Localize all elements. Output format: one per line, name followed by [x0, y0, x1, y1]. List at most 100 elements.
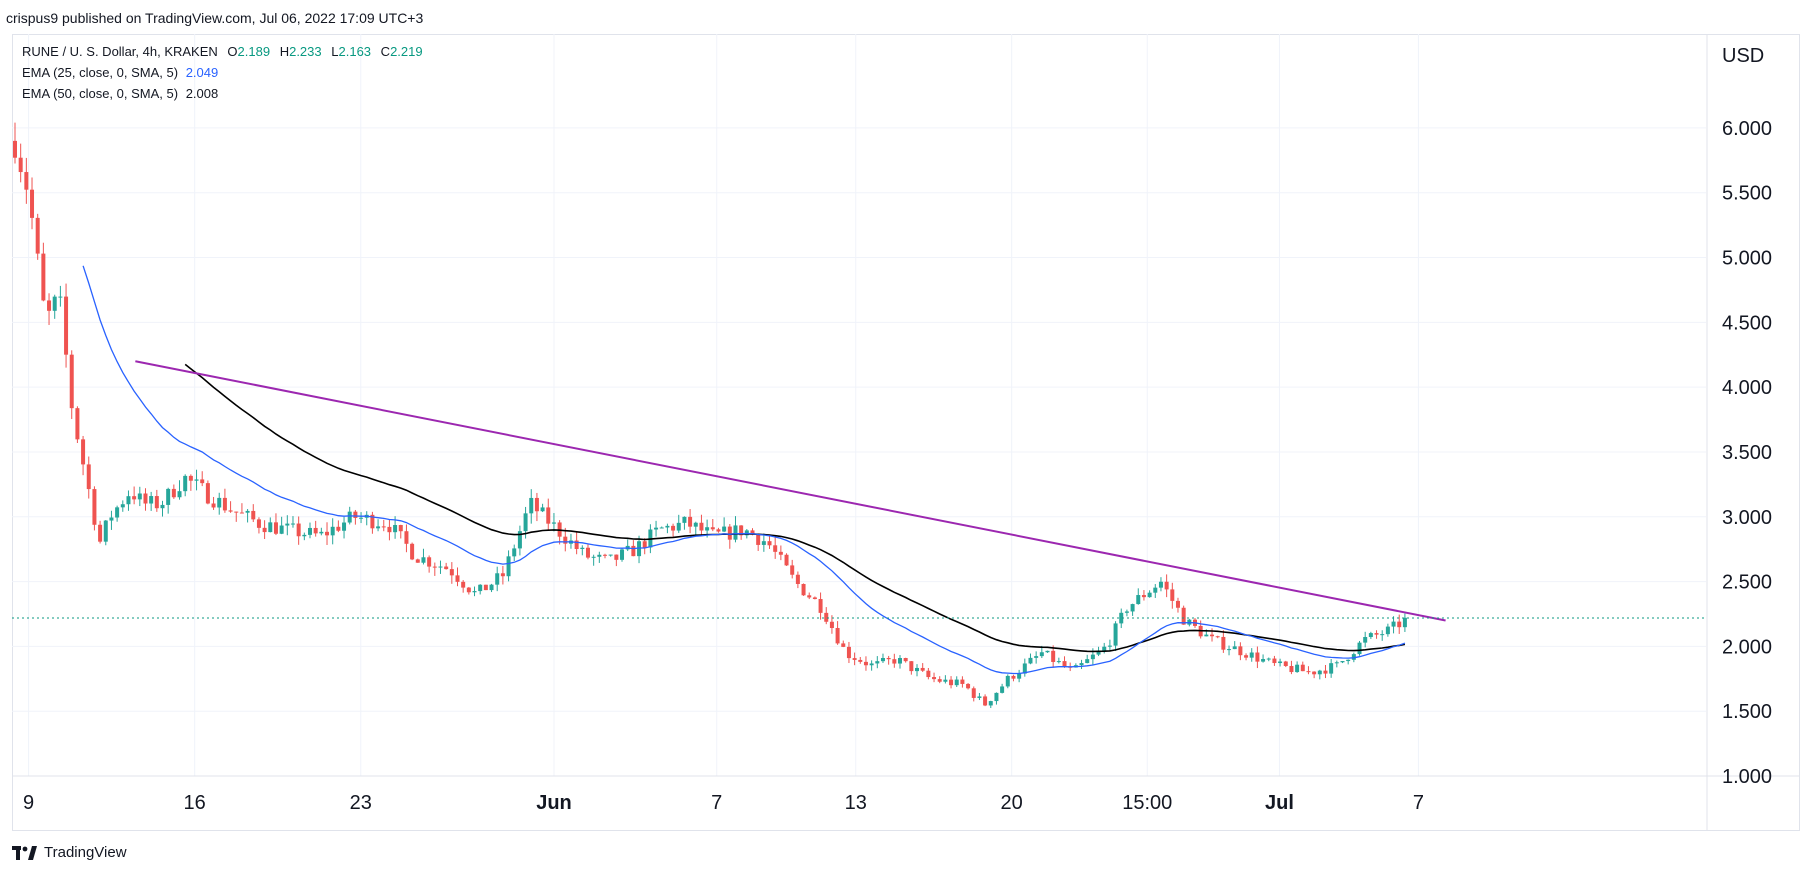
chart-frame [12, 34, 1800, 831]
candle-body [495, 573, 500, 585]
candle-body [1306, 671, 1311, 673]
candle-body [988, 701, 993, 706]
candle-body [132, 496, 137, 500]
candle-body [807, 595, 812, 598]
candle-body [880, 657, 885, 662]
candle-body [13, 140, 17, 158]
candle-body [614, 554, 619, 560]
candle-body [307, 527, 312, 535]
candle-body [1056, 661, 1061, 663]
candle-body [551, 522, 556, 524]
candle-body [143, 493, 148, 504]
candle-body [693, 522, 698, 527]
candle-body [1181, 607, 1186, 625]
candle-body [886, 657, 891, 660]
candle-body [1147, 592, 1152, 598]
candle-body [778, 551, 783, 555]
y-tick-label: 6.000 [1722, 118, 1772, 140]
candle-body [92, 489, 97, 525]
candle-body [1141, 595, 1146, 598]
candle-body [347, 511, 352, 523]
candle-body [897, 658, 902, 664]
candle-body [699, 522, 704, 531]
candle-body [829, 621, 834, 629]
candle-body [954, 679, 959, 686]
candle-body [926, 670, 931, 678]
candle-body [1340, 661, 1345, 663]
footer-brand[interactable]: TradingView [12, 844, 127, 861]
candle-body [1374, 633, 1379, 635]
candle-body [410, 543, 415, 560]
candle-body [761, 541, 766, 545]
candle-body [211, 503, 216, 508]
candle-body [767, 541, 772, 546]
x-tick-label: 9 [23, 792, 34, 814]
candle-body [744, 530, 749, 536]
candle-body [1204, 634, 1209, 637]
candle-body [183, 475, 188, 492]
candle-body [1175, 600, 1180, 608]
candle-body [466, 587, 471, 593]
candle-body [574, 540, 579, 550]
candle-body [58, 296, 63, 298]
candle-body [517, 531, 522, 549]
candle-body [245, 510, 250, 513]
candle-body [120, 504, 125, 508]
candle-body [1034, 656, 1039, 658]
candle-body [1249, 652, 1254, 658]
candle-body [285, 523, 290, 526]
candle-body [149, 496, 154, 504]
candle-body [302, 534, 307, 537]
legend-open: 2.189 [237, 44, 271, 59]
candle-body [483, 584, 488, 591]
candle-body [1011, 675, 1016, 679]
candle-body [18, 157, 23, 173]
candle-body [376, 526, 381, 529]
candle-body [24, 172, 29, 190]
candle-body [512, 548, 517, 557]
ema50-line [184, 363, 1406, 653]
candle-body [756, 534, 761, 545]
candle-body [444, 566, 449, 570]
candle-body [359, 517, 364, 519]
candle-body [52, 296, 57, 311]
candle-body [449, 569, 454, 576]
candle-body [1244, 655, 1249, 658]
candle-body [1295, 664, 1300, 673]
candle-body [1346, 659, 1351, 662]
y-tick-label: 1.000 [1722, 766, 1772, 788]
candle-body [716, 529, 721, 532]
candle-body [438, 566, 443, 568]
candle-body [994, 692, 999, 702]
y-tick-label: 1.500 [1722, 701, 1772, 723]
candle-body [1164, 581, 1169, 590]
candle-body [1402, 617, 1407, 628]
legend-high-label: H [279, 44, 290, 59]
y-tick-label: 4.500 [1722, 312, 1772, 334]
candle-body [915, 667, 920, 672]
candle-body [546, 507, 551, 524]
candle-body [727, 526, 732, 540]
candle-body [126, 496, 131, 505]
y-tick-label: 5.500 [1722, 183, 1772, 205]
candle-body [818, 599, 823, 613]
candle-body [983, 696, 988, 706]
candle-body [705, 527, 710, 531]
legend-close-label: C [380, 44, 391, 59]
x-tick-label: 7 [1413, 792, 1424, 814]
candle-body [217, 497, 222, 508]
candle-body [858, 659, 863, 662]
candle-body [262, 527, 267, 533]
candle-body [1289, 665, 1294, 673]
candle-body [1045, 650, 1050, 653]
candle-body [415, 559, 420, 563]
candle-body [1380, 634, 1385, 636]
candle-body [903, 658, 908, 662]
candle-body [273, 522, 278, 534]
candle-body [69, 354, 74, 409]
candle-body [35, 217, 40, 254]
legend-low: 2.163 [338, 44, 372, 59]
candle-body [115, 507, 120, 518]
legend-ohlc: RUNE / U. S. Dollar, 4h, KRAKEN O2.189 H… [22, 44, 423, 59]
